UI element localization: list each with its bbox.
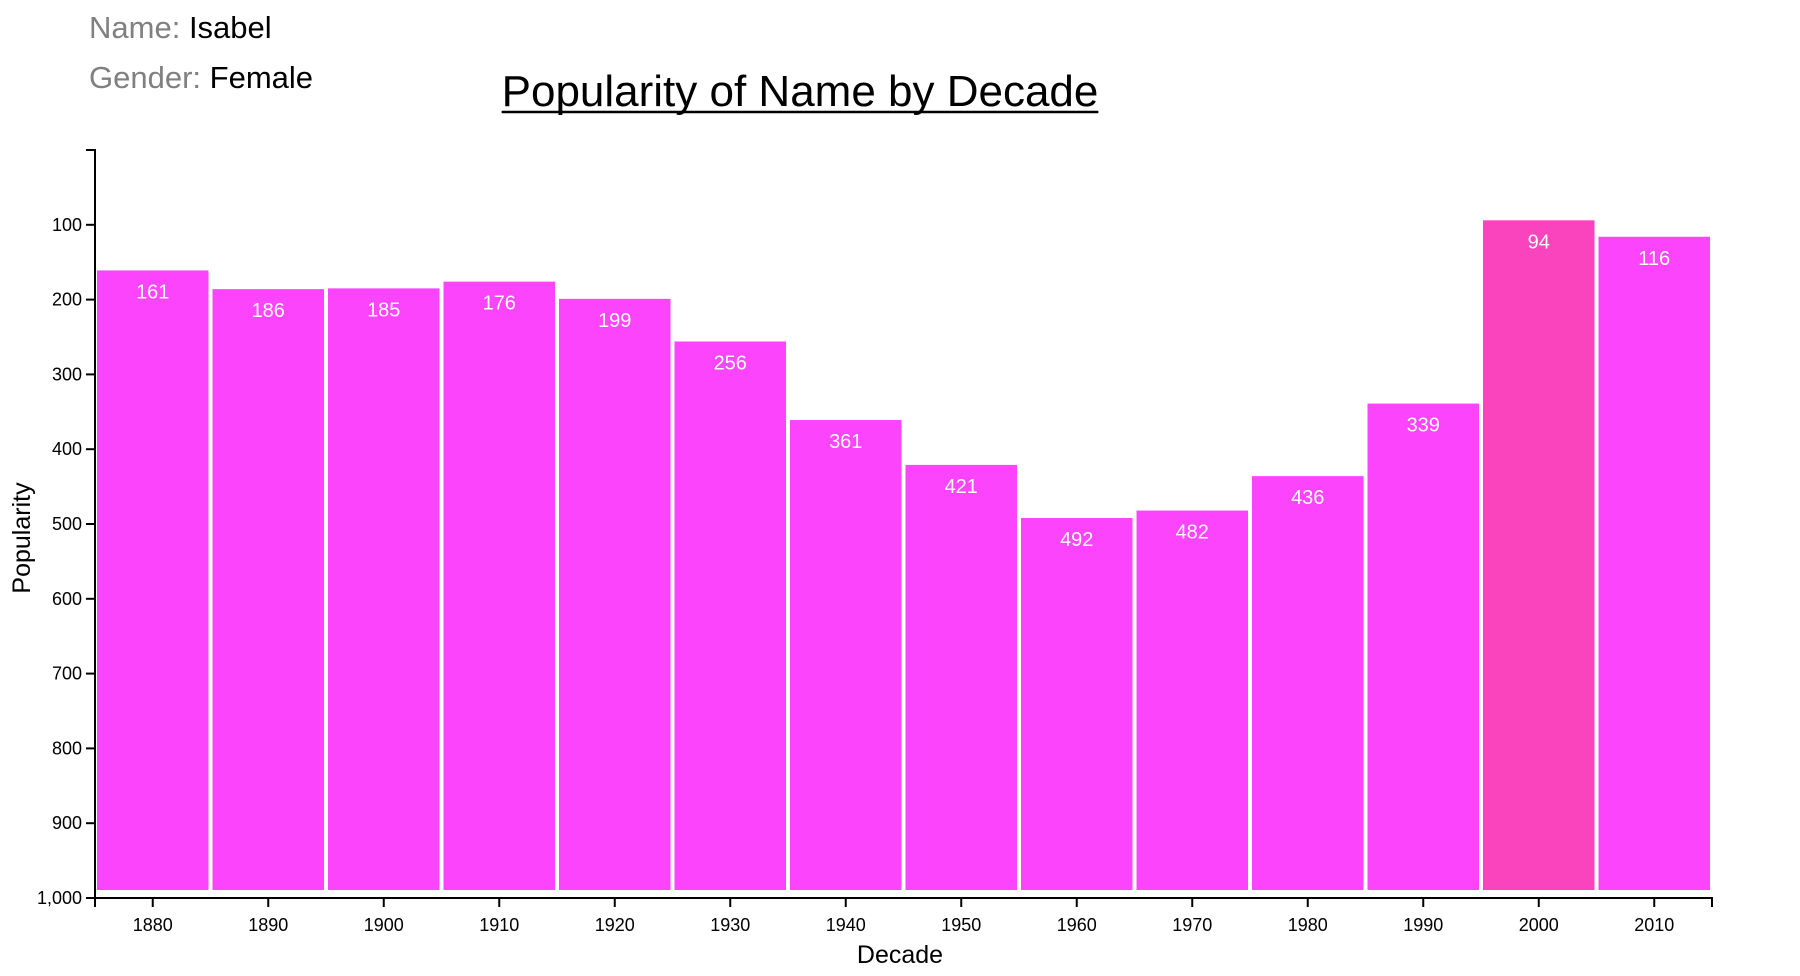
x-axis-line (94, 897, 1713, 907)
y-tick-label-300: 300 (52, 364, 82, 384)
bar-label-1930: 256 (714, 352, 747, 374)
bar-1880 (97, 270, 209, 891)
bar-1960 (1021, 518, 1133, 890)
x-tick-label-1990: 1990 (1403, 915, 1443, 935)
y-tick-label-200: 200 (52, 290, 82, 310)
bar-1980 (1252, 476, 1364, 890)
y-tick-label-700: 700 (52, 664, 82, 684)
y-axis-title: Popularity (8, 482, 36, 594)
x-tick-label-1980: 1980 (1288, 915, 1328, 935)
bar-label-1920: 199 (598, 310, 631, 332)
bar-1940 (790, 420, 902, 890)
x-tick-label-1930: 1930 (710, 915, 750, 935)
y-tick-label-600: 600 (52, 589, 82, 609)
bar-label-2000: 94 (1528, 231, 1550, 253)
x-axis: 1880 1890 1900 1910 1920 1930 1940 1950 1960 1970… (94, 897, 1713, 935)
y-axis: 100 200 300 400 500 600 700 800 900 1,000 (37, 149, 96, 908)
bar-2000 (1483, 220, 1595, 890)
x-tick-label-1950: 1950 (941, 915, 981, 935)
bar-label-1940: 361 (829, 431, 862, 453)
bars-group: 161 186 185 176 199 256 361 421 492 482 436 339 94 11… (97, 220, 1710, 891)
bar-label-1990: 339 (1407, 415, 1440, 437)
bar-1990 (1367, 403, 1479, 890)
name-label: Name: (89, 10, 181, 45)
name-value: Isabel (188, 10, 272, 45)
bar-label-1890: 186 (252, 300, 285, 322)
bar-1970 (1136, 510, 1248, 890)
y-tick-label-500: 500 (52, 514, 82, 534)
bar-1900 (328, 288, 440, 890)
bar-label-1900: 185 (367, 299, 400, 321)
x-tick-label-1920: 1920 (595, 915, 635, 935)
y-tick-label-900: 900 (52, 813, 82, 833)
x-tick-label-1910: 1910 (479, 915, 519, 935)
chart-title: Popularity of Name by Decade (502, 67, 1099, 116)
bar-1910 (443, 281, 555, 890)
name-info: Name: Isabel (89, 12, 272, 43)
x-tick-label-1880: 1880 (133, 915, 173, 935)
bar-label-1970: 482 (1176, 522, 1209, 544)
x-tick-label-1960: 1960 (1057, 915, 1097, 935)
bar-label-1960: 492 (1060, 529, 1093, 551)
gender-label: Gender: (89, 60, 202, 95)
bar-1950 (905, 464, 1017, 890)
bar-label-1880: 161 (136, 281, 169, 303)
y-tick-label-100: 100 (52, 215, 82, 235)
bar-1890 (212, 289, 324, 890)
x-axis-title: Decade (857, 941, 943, 969)
bar-label-1910: 176 (483, 293, 516, 315)
gender-info: Gender: Female (89, 62, 313, 93)
x-tick-label-1970: 1970 (1172, 915, 1212, 935)
bar-1920 (559, 298, 671, 890)
x-tick-label-1940: 1940 (826, 915, 866, 935)
y-tick-label-1000: 1,000 (37, 888, 82, 908)
x-tick-label-2000: 2000 (1519, 915, 1559, 935)
bar-label-2010: 116 (1638, 248, 1670, 270)
gender-value: Female (209, 60, 314, 95)
y-tick-label-800: 800 (52, 738, 82, 758)
y-tick-label-400: 400 (52, 439, 82, 459)
bar-label-1980: 436 (1291, 487, 1324, 509)
bar-1930 (674, 341, 786, 890)
bar-2010 (1598, 236, 1710, 890)
bar-label-1950: 421 (945, 476, 978, 498)
x-tick-label-1900: 1900 (364, 915, 404, 935)
x-tick-label-1890: 1890 (248, 915, 288, 935)
x-tick-label-2010: 2010 (1634, 915, 1674, 935)
